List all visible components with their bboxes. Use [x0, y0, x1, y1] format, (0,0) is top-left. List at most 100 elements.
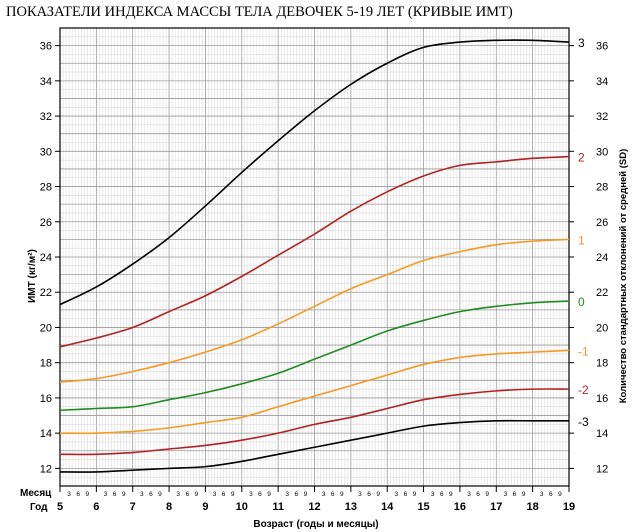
month-tick-label: 3 [285, 491, 289, 498]
month-tick-label: 3 [358, 491, 362, 498]
month-tick-label: 3 [394, 491, 398, 498]
month-tick-label: 9 [158, 491, 162, 498]
month-tick-label: 6 [113, 491, 117, 498]
month-tick-label: 9 [304, 491, 308, 498]
y-tick-label-right: 16 [596, 393, 608, 405]
y-tick-label: 36 [40, 41, 52, 53]
y-tick-label: 24 [40, 252, 52, 264]
x-tick-label: 16 [454, 501, 466, 513]
x-tick-label: 11 [272, 501, 284, 513]
month-tick-label: 6 [549, 491, 553, 498]
y-tick-label-right: 12 [596, 463, 608, 475]
series-line-2 [59, 155, 570, 348]
month-tick-label: 6 [222, 491, 226, 498]
month-tick-label: 9 [122, 491, 126, 498]
x-tick-label: 19 [563, 501, 575, 513]
y-tick-label-right: 24 [596, 252, 608, 264]
month-tick-label: 9 [558, 491, 562, 498]
month-tick-label: 6 [295, 491, 299, 498]
x-tick-label: 18 [527, 501, 539, 513]
grid [59, 27, 570, 487]
month-tick-label: 9 [376, 491, 380, 498]
y-tick-label-right: 28 [596, 182, 608, 194]
month-tick-label: 3 [431, 491, 435, 498]
month-tick-label: 6 [476, 491, 480, 498]
month-tick-label: 3 [322, 491, 326, 498]
month-tick-label: 3 [540, 491, 544, 498]
month-tick-label: 6 [367, 491, 371, 498]
series-line--2 [59, 388, 570, 456]
series-line-1 [59, 238, 570, 383]
month-tick-label: 6 [185, 491, 189, 498]
month-tick-label: 3 [504, 491, 508, 498]
series-label--2: -2 [578, 383, 589, 397]
y-tick-label: 34 [40, 76, 52, 88]
x-tick-label: 10 [236, 501, 248, 513]
y-axis-label-right: Количество стандартных отклонений от сре… [618, 149, 629, 404]
chart-title: ПОКАЗАТЕЛИ ИНДЕКСА МАССЫ ТЕЛА ДЕВОЧЕК 5-… [6, 4, 513, 20]
x-tick-label: 9 [202, 501, 208, 513]
series-line--1 [59, 349, 570, 435]
x-tick-label: 8 [166, 501, 172, 513]
y-tick-label-right: 22 [596, 287, 608, 299]
y-tick-label: 28 [40, 182, 52, 194]
month-tick-label: 6 [513, 491, 517, 498]
y-tick-label: 16 [40, 393, 52, 405]
month-tick-label: 6 [404, 491, 408, 498]
x-tick-label: 14 [381, 501, 394, 513]
month-tick-label: 3 [213, 491, 217, 498]
series-label-1: 1 [578, 233, 585, 247]
series-lines [59, 39, 570, 473]
y-tick-label-right: 20 [596, 322, 608, 334]
month-tick-label: 9 [231, 491, 235, 498]
series-label-3: 3 [578, 36, 585, 50]
x-tick-label: 12 [308, 501, 320, 513]
y-tick-label: 14 [40, 428, 52, 440]
month-tick-label: 9 [413, 491, 417, 498]
series-label--1: -1 [578, 344, 589, 358]
series-label-2: 2 [578, 151, 585, 165]
month-tick-label: 9 [522, 491, 526, 498]
series-label-0: 0 [578, 295, 585, 309]
y-tick-label-right: 32 [596, 111, 608, 123]
y-tick-label-right: 14 [596, 428, 608, 440]
y-tick-label-right: 18 [596, 358, 608, 370]
month-tick-label: 6 [76, 491, 80, 498]
month-tick-label: 6 [440, 491, 444, 498]
y-tick-label-right: 34 [596, 76, 608, 88]
y-tick-label-right: 26 [596, 217, 608, 229]
month-tick-label: 9 [85, 491, 89, 498]
x-tick-label: 6 [93, 501, 99, 513]
month-tick-label: 3 [249, 491, 253, 498]
month-tick-label: 3 [140, 491, 144, 498]
axes [55, 27, 574, 492]
series-line--3 [59, 419, 569, 473]
y-tick-label: 26 [40, 217, 52, 229]
year-row-label: Год [30, 502, 48, 513]
month-tick-label: 9 [195, 491, 199, 498]
x-tick-label: 15 [417, 501, 429, 513]
series-label--3: -3 [578, 415, 589, 429]
y-tick-label-right: 36 [596, 41, 608, 53]
x-tick-label: 17 [490, 501, 502, 513]
month-tick-label: 6 [331, 491, 335, 498]
series-line-0 [59, 300, 570, 412]
month-tick-label: 9 [340, 491, 344, 498]
month-tick-label: 9 [449, 491, 453, 498]
y-axis-label: ИМТ (кг/м²) [27, 249, 38, 303]
y-tick-label: 32 [40, 111, 52, 123]
month-tick-label: 3 [176, 491, 180, 498]
month-tick-label: 6 [258, 491, 262, 498]
month-tick-label: 3 [67, 491, 71, 498]
month-tick-label: 9 [485, 491, 489, 498]
y-tick-label-right: 30 [596, 146, 608, 158]
y-tick-label: 22 [40, 287, 52, 299]
series-line-3 [59, 39, 570, 306]
month-tick-label: 3 [467, 491, 471, 498]
x-tick-label: 13 [345, 501, 357, 513]
y-tick-label: 30 [40, 146, 52, 158]
x-tick-label: 5 [57, 501, 63, 513]
month-tick-label: 3 [104, 491, 108, 498]
